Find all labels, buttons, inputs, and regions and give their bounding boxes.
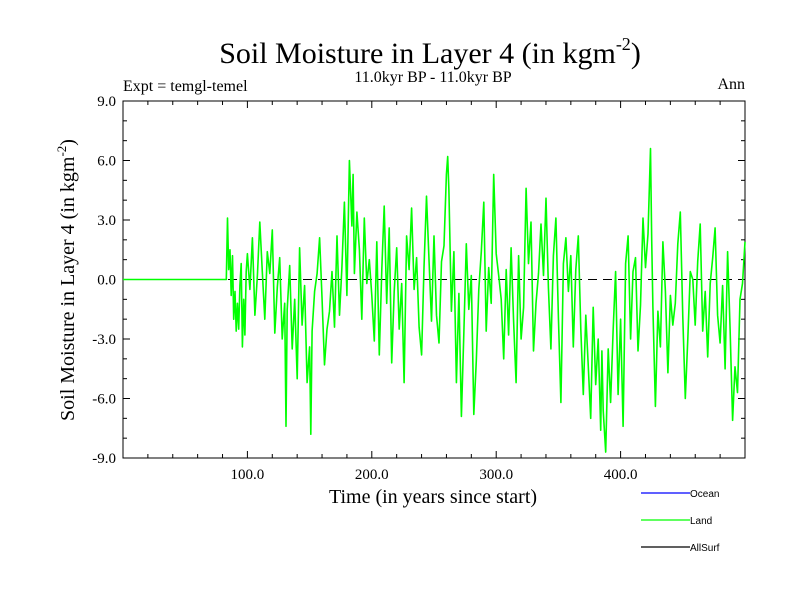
season-label: Ann: [717, 76, 745, 93]
x-tick-label: 300.0: [479, 467, 513, 483]
y-tick-label: -6.0: [92, 392, 116, 408]
legend: Ocean Land AllSurf: [641, 489, 720, 554]
y-tick-label: 9.0: [97, 94, 116, 110]
chart-title-close: ): [631, 37, 641, 70]
series-line-land: [123, 147, 746, 453]
y-axis-label-superscript: -2: [54, 146, 69, 157]
x-tick-label: 100.0: [231, 467, 265, 483]
y-axis-label: Soil Moisture in Layer 4 (in kgm-2): [54, 139, 79, 421]
x-axis: 100.0 200.0 300.0 400.0: [231, 101, 638, 483]
legend-label-ocean: Ocean: [690, 489, 719, 500]
chart-title-main: Soil Moisture in Layer 4 (in kgm: [219, 37, 616, 70]
x-axis-label: Time (in years since start): [329, 486, 537, 508]
y-axis-label-close: ): [57, 139, 79, 146]
experiment-label: Expt = temgl-temel: [123, 78, 248, 95]
y-axis-label-main: Soil Moisture in Layer 4 (in kgm: [57, 156, 79, 421]
legend-label-allsurf: AllSurf: [690, 543, 720, 554]
y-tick-label: -9.0: [92, 451, 116, 467]
y-tick-label: 0.0: [97, 273, 116, 289]
y-axis: 9.0 6.0 3.0 0.0 -3.0 -6.0 -9.0: [92, 94, 745, 467]
chart-subtitle: 11.0kyr BP - 11.0kyr BP: [354, 69, 511, 86]
x-tick-label: 200.0: [355, 467, 389, 483]
y-tick-label: -3.0: [92, 332, 116, 348]
minor-ticks: [123, 101, 745, 458]
chart-title: Soil Moisture in Layer 4 (in kgm-2): [219, 34, 641, 70]
y-tick-label: 3.0: [97, 213, 116, 229]
chart-title-superscript: -2: [616, 34, 631, 54]
legend-label-land: Land: [690, 516, 712, 527]
x-tick-label: 400.0: [604, 467, 638, 483]
y-tick-label: 6.0: [97, 154, 116, 170]
